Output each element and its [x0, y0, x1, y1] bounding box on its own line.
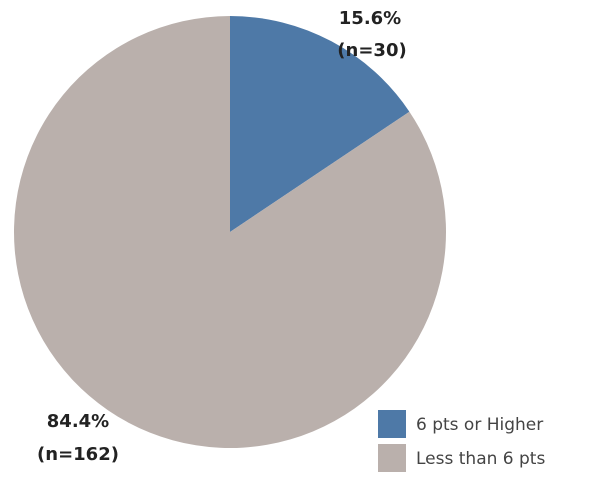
slice-label-count-high: (n=30) [337, 40, 406, 61]
legend-swatch-low [378, 444, 406, 472]
pie-slices [14, 16, 446, 448]
legend-label-high: 6 pts or Higher [416, 415, 543, 435]
slice-label-percent-high: 15.6% [339, 8, 401, 29]
legend-label-low: Less than 6 pts [416, 449, 545, 469]
legend-swatch-high [378, 410, 406, 438]
slice-label-percent-low: 84.4% [47, 411, 109, 432]
legend: 6 pts or Higher Less than 6 pts [378, 410, 545, 472]
slice-label-count-low: (n=162) [37, 444, 119, 465]
